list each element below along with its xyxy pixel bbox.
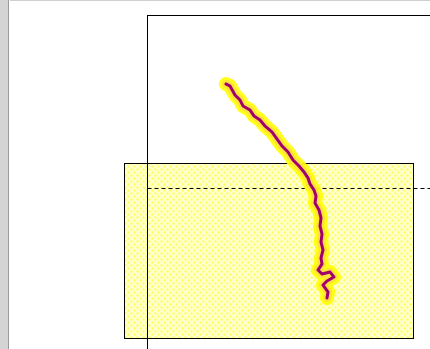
selection-region[interactable] [124, 163, 414, 339]
page-extent-frame [147, 15, 430, 349]
top-border [10, 0, 430, 1]
vertical-scrollbar[interactable] [0, 0, 9, 349]
track-line[interactable] [224, 82, 336, 300]
route-track[interactable] [219, 77, 341, 305]
map-canvas[interactable] [10, 0, 430, 349]
